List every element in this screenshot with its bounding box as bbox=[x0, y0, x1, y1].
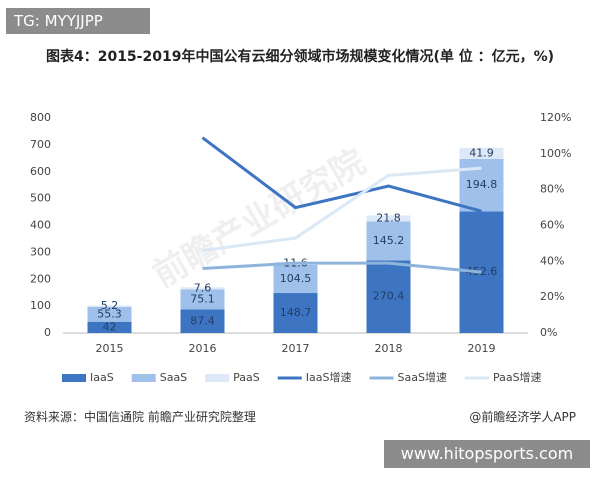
y-tick-label: 800 bbox=[30, 111, 51, 124]
data-label: 270.4 bbox=[373, 290, 405, 303]
y2-tick-label: 80% bbox=[540, 183, 564, 196]
bar bbox=[180, 309, 225, 333]
y2-tick-label: 0% bbox=[540, 326, 557, 339]
legend-label: PaaS bbox=[233, 371, 260, 384]
y2-tick-label: 100% bbox=[540, 147, 571, 160]
bar bbox=[366, 260, 411, 333]
bar bbox=[87, 321, 132, 333]
legend-label: IaaS bbox=[90, 371, 114, 384]
y2-tick-label: 20% bbox=[540, 290, 564, 303]
bar bbox=[273, 293, 318, 333]
chart: 前瞻产业研究院 0 100 200 300 400 500 600 700 800 0% 20% 40%… bbox=[30, 111, 571, 384]
data-label: 148.7 bbox=[280, 306, 312, 319]
bar bbox=[87, 305, 132, 307]
data-label: 194.8 bbox=[466, 178, 498, 191]
data-label: 21.8 bbox=[376, 211, 401, 224]
legend-swatch bbox=[62, 374, 86, 382]
line-series bbox=[202, 261, 482, 274]
y2-tick-label: 60% bbox=[540, 219, 564, 232]
x-tick-label: 2015 bbox=[96, 342, 124, 355]
bar bbox=[459, 147, 504, 160]
bar bbox=[273, 264, 318, 294]
y-tick-label: 100 bbox=[30, 299, 51, 312]
y-tick-label: 400 bbox=[30, 219, 51, 232]
y-tick-label: 500 bbox=[30, 192, 51, 205]
line-series bbox=[201, 136, 482, 213]
x-tick-label: 2016 bbox=[189, 342, 217, 355]
bar bbox=[366, 215, 411, 222]
brand: @前瞻经济学人APP bbox=[469, 410, 576, 424]
legend-label: PaaS增速 bbox=[493, 370, 542, 384]
legend-label: SaaS增速 bbox=[398, 370, 447, 384]
y2-tick-label: 40% bbox=[540, 254, 564, 267]
bar bbox=[459, 211, 504, 333]
y-tick-label: 600 bbox=[30, 165, 51, 178]
data-label: 55.3 bbox=[97, 307, 122, 320]
source: 资料来源：中国信通院 前瞻产业研究院整理 bbox=[24, 410, 256, 424]
legend-label: IaaS增速 bbox=[306, 370, 352, 384]
y-tick-label: 700 bbox=[30, 138, 51, 151]
x-tick-label: 2018 bbox=[375, 342, 403, 355]
y-tick-label: 200 bbox=[30, 272, 51, 285]
legend-swatch bbox=[205, 374, 230, 382]
y-tick-label: 300 bbox=[30, 245, 51, 258]
bar bbox=[180, 287, 225, 290]
y-tick-label: 0 bbox=[44, 326, 51, 339]
data-label: 75.1 bbox=[190, 292, 215, 305]
data-label: 7.6 bbox=[194, 281, 212, 294]
site-watermark: www.hitopsports.com bbox=[384, 440, 590, 468]
bar bbox=[180, 289, 225, 310]
x-tick-label: 2017 bbox=[282, 342, 310, 355]
bar bbox=[87, 306, 132, 322]
data-label: 42 bbox=[103, 320, 117, 333]
badge: TG: MYYJJPP bbox=[6, 8, 150, 34]
data-label: 5.2 bbox=[101, 299, 119, 312]
data-label: 104.5 bbox=[280, 272, 312, 285]
legend-label: SaaS bbox=[160, 371, 187, 384]
bar bbox=[366, 221, 411, 261]
chart-title: 图表4：2015-2019年中国公有云细分领域市场规模变化情况(单 位 ：亿元，… bbox=[45, 49, 555, 65]
bar bbox=[459, 159, 504, 212]
line-series bbox=[202, 166, 482, 253]
data-label: 145.2 bbox=[373, 234, 405, 247]
y2-tick-label: 120% bbox=[540, 111, 571, 124]
legend-swatch bbox=[131, 374, 156, 382]
data-label: 41.9 bbox=[469, 146, 494, 159]
watermark: 前瞻产业研究院 bbox=[146, 142, 372, 296]
data-label: 87.4 bbox=[190, 314, 215, 327]
x-tick-label: 2019 bbox=[468, 342, 496, 355]
